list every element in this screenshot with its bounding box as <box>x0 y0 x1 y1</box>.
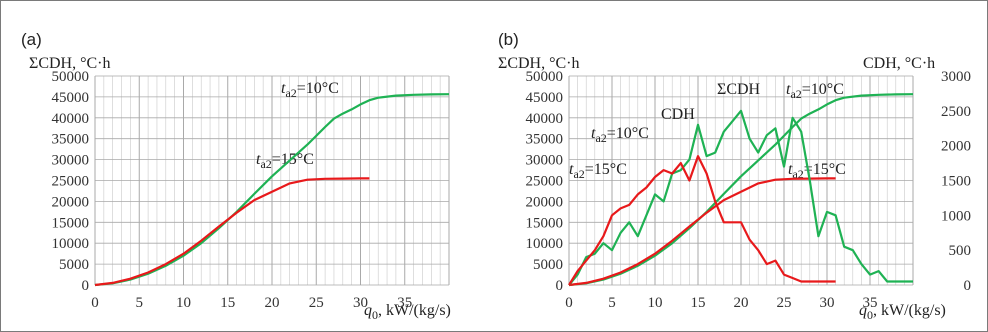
panel-a-xtick-label: 35 <box>397 295 412 311</box>
panel-b-series-line-1 <box>568 177 836 287</box>
panel-a-xtick-label: 0 <box>91 295 99 311</box>
panel-b-y2tick-label: 3000 <box>941 69 971 85</box>
panel-b-ytick-label: 0 <box>556 278 564 294</box>
panel-b-y2tick-label: 0 <box>964 278 972 294</box>
panel-a-ytick-label: 50000 <box>52 69 90 85</box>
panel-b-annotation-cdh-15c: ta2=15°C <box>569 161 627 181</box>
panel-a-ytick-label: 20000 <box>52 194 90 210</box>
panel-b-xtick-label: 35 <box>863 295 878 311</box>
panel-b-ytick-label: 10000 <box>526 236 564 252</box>
panel-b-annotation-sum-cdh: ΣCDH <box>717 81 761 98</box>
panel-a-xtick-label: 30 <box>353 295 368 311</box>
panel-b-y2tick-label: 2500 <box>941 104 971 120</box>
panel-b-y2label: CDH, °C·h <box>863 55 935 72</box>
panel-a-ytick-label: 35000 <box>52 132 90 148</box>
panel-a-ytick-label: 40000 <box>52 111 90 127</box>
panel-b-ytick-label: 50000 <box>526 69 564 85</box>
panel-b-y2tick-label: 2000 <box>941 139 971 155</box>
panel-b-xtick-label: 20 <box>734 295 749 311</box>
panel-b-grid <box>568 75 914 286</box>
panel-b-series-line-0 <box>568 93 914 287</box>
panel-b-xtick-label: 25 <box>777 295 792 311</box>
panel-b-ytick-label: 20000 <box>526 194 564 210</box>
panel-a-ytick-label: 10000 <box>52 236 90 252</box>
panel-b-ytick-label: 35000 <box>526 132 564 148</box>
panel-a-ytick-label: 45000 <box>52 90 90 106</box>
panel-b-y2tick-label: 1000 <box>941 208 971 224</box>
panel-a-xtick-label: 15 <box>220 295 235 311</box>
panel-b-ylabel: ΣCDH, °C·h <box>498 55 580 72</box>
panel-a-ylabel: ΣCDH, °C·h <box>29 55 111 72</box>
panel-b-xtick-label: 30 <box>820 295 835 311</box>
panel-a-ytick-label: 30000 <box>52 153 90 169</box>
panel-b-series-line-3 <box>568 155 836 286</box>
panel-a-ytick-label: 0 <box>82 278 90 294</box>
panel-a-ytick-label: 5000 <box>59 257 89 273</box>
panel-a-annotation-15c: ta2=15°C <box>256 151 314 171</box>
panel-a-annotation-10c: ta2=10°C <box>281 80 339 100</box>
panel-a-xtick-label: 25 <box>309 295 324 311</box>
panel-b-annotation-sum-15c: ta2=15°C <box>788 161 846 181</box>
panel-b-xtick-label: 10 <box>648 295 663 311</box>
panel-b-y2tick-label: 500 <box>949 243 972 259</box>
panel-b-series-line-2 <box>568 109 913 286</box>
panel-b-y2tick-label: 1500 <box>941 174 971 190</box>
panel-b-annotation-cdh-10c: ta2=10°C <box>591 125 649 145</box>
panel-b-annotation-cdh: CDH <box>661 106 695 123</box>
panel-b-xlabel: q0, kW/(kg/s) <box>859 302 946 322</box>
panel-b-ytick-label: 15000 <box>526 215 564 231</box>
panel-a-label: (a) <box>21 30 42 49</box>
panel-a-xtick-label: 5 <box>136 295 144 311</box>
panel-b-xtick-label: 15 <box>691 295 706 311</box>
panel-b-ytick-label: 30000 <box>526 153 564 169</box>
panel-b-ytick-label: 45000 <box>526 90 564 106</box>
panel-a-xtick-label: 10 <box>176 295 191 311</box>
panel-b-ytick-label: 5000 <box>533 257 563 273</box>
panel-a-grid <box>94 75 450 286</box>
panel-b-ytick-label: 40000 <box>526 111 564 127</box>
panel-b-annotation-sum-10c: ta2=10°C <box>786 81 844 101</box>
panel-b-xtick-label: 0 <box>565 295 573 311</box>
panel-b-xtick-label: 5 <box>608 295 616 311</box>
panel-a-ytick-label: 25000 <box>52 174 90 190</box>
panel-b-ytick-label: 25000 <box>526 174 564 190</box>
panel-a-xlabel: q0, kW/(kg/s) <box>364 302 451 322</box>
panel-b-label: (b) <box>498 30 519 49</box>
panel-a-xtick-label: 20 <box>265 295 280 311</box>
panel-a-series-line-1 <box>94 177 370 287</box>
panel-a-series-line-0 <box>94 93 450 287</box>
panel-a-ytick-label: 15000 <box>52 215 90 231</box>
